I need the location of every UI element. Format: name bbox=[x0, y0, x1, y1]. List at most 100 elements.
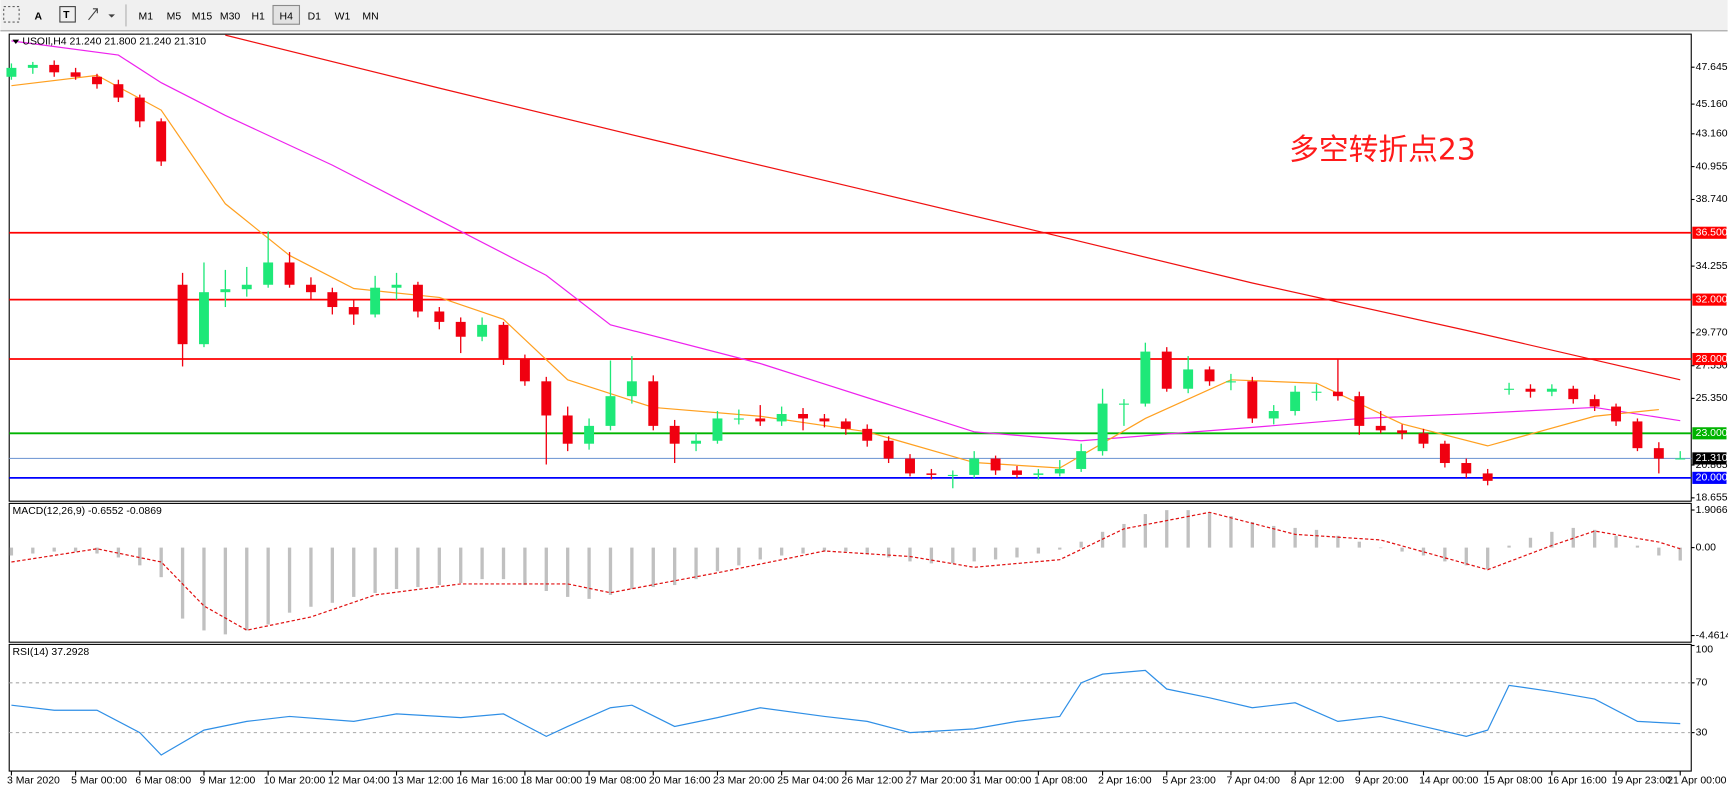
timeframe-button[interactable]: M30 bbox=[220, 11, 241, 22]
macd-bar bbox=[715, 547, 720, 572]
macd-bar bbox=[1593, 529, 1597, 548]
x-tick-label: 2 Apr 16:00 bbox=[1098, 776, 1152, 787]
candle-body bbox=[819, 418, 830, 422]
x-tick-label: 3 Mar 2020 bbox=[7, 776, 60, 787]
macd-bar bbox=[1207, 512, 1212, 548]
macd-bar bbox=[694, 547, 698, 580]
macd-bar bbox=[737, 547, 741, 566]
y-tick-label: 1.9066 bbox=[1696, 505, 1728, 516]
candle-body bbox=[305, 284, 316, 293]
timeframe-button[interactable]: M5 bbox=[167, 11, 182, 22]
timeframe-button[interactable]: W1 bbox=[335, 11, 351, 22]
icon bbox=[3, 6, 20, 23]
timeframe-label: M1 bbox=[139, 11, 154, 22]
text-tool[interactable]: A bbox=[35, 11, 43, 22]
candle-body bbox=[1183, 369, 1194, 389]
candle-body bbox=[156, 121, 167, 162]
macd-bar bbox=[801, 547, 805, 554]
level-label: 28.000 bbox=[1696, 354, 1728, 365]
timeframe-button[interactable]: D1 bbox=[308, 11, 322, 22]
macd-bar bbox=[309, 547, 313, 607]
macd-bar bbox=[1678, 547, 1682, 561]
candle-body bbox=[1525, 388, 1536, 392]
timeframe-label: D1 bbox=[308, 11, 322, 22]
rsi-line bbox=[11, 669, 1681, 756]
level-label: 23.000 bbox=[1696, 428, 1728, 439]
timeframe-button[interactable]: M1 bbox=[139, 11, 154, 22]
candle-body bbox=[1589, 399, 1600, 407]
macd-bar bbox=[1079, 541, 1083, 548]
macd-signal bbox=[11, 511, 1681, 631]
candle-body bbox=[134, 97, 145, 122]
macd-bar bbox=[73, 547, 78, 552]
timeframe-button[interactable]: H4 bbox=[272, 4, 301, 25]
macd-bar bbox=[1443, 547, 1447, 562]
candle-body bbox=[1611, 406, 1622, 422]
candle-body bbox=[712, 418, 723, 441]
level-label-box bbox=[1692, 427, 1727, 440]
arrows-tool[interactable] bbox=[88, 8, 115, 21]
macd-bar bbox=[587, 547, 591, 599]
x-tick-label: 20 Mar 16:00 bbox=[649, 776, 711, 787]
x-tick-label: 13 Mar 12:00 bbox=[392, 776, 454, 787]
macd-bar bbox=[1058, 547, 1062, 550]
x-tick-label: 8 Apr 12:00 bbox=[1291, 776, 1345, 787]
timeframe-label: M15 bbox=[192, 11, 213, 22]
candle-body bbox=[220, 289, 231, 293]
macd-bar bbox=[1635, 545, 1640, 548]
candle-body bbox=[1418, 433, 1429, 444]
candle-body bbox=[733, 418, 744, 420]
x-tick-label: 18 Mar 00:00 bbox=[520, 776, 582, 787]
macd-bar bbox=[1250, 521, 1254, 548]
candle-body bbox=[1632, 421, 1643, 449]
icon bbox=[108, 14, 115, 18]
macd-bar bbox=[608, 547, 613, 595]
candle-body bbox=[947, 474, 958, 477]
annotation: 多空转折点23 bbox=[1289, 132, 1476, 167]
macd-bar bbox=[202, 547, 206, 631]
candle-body bbox=[1290, 391, 1301, 412]
rsi-pane bbox=[8, 643, 1692, 772]
candle-body bbox=[113, 84, 124, 98]
macd-bar bbox=[1272, 525, 1276, 548]
y-tick-label: 47.645 bbox=[1696, 62, 1728, 73]
macd-bar bbox=[1186, 510, 1190, 548]
candle-body bbox=[605, 396, 616, 426]
timeframe-button[interactable]: M15 bbox=[192, 11, 213, 22]
macd-bar bbox=[1357, 541, 1361, 548]
macd-bar bbox=[1550, 531, 1554, 548]
level-label: 32.000 bbox=[1696, 294, 1728, 305]
label-tool[interactable]: T bbox=[59, 6, 76, 23]
macd-bar bbox=[138, 547, 142, 566]
y-tick-label: -4.4614 bbox=[1696, 630, 1728, 641]
candle-body bbox=[177, 284, 188, 345]
moving-average bbox=[225, 34, 1681, 381]
macd-bar bbox=[1614, 535, 1618, 548]
timeframe-label: M5 bbox=[167, 11, 182, 22]
bid-label-box bbox=[1692, 452, 1727, 465]
timeframe-button[interactable]: MN bbox=[362, 11, 378, 22]
candle-body bbox=[519, 359, 530, 382]
macd-bar bbox=[1421, 547, 1426, 556]
macd-bar bbox=[651, 547, 655, 588]
timeframe-button[interactable]: H1 bbox=[251, 11, 265, 22]
y-tick-label: 100 bbox=[1696, 645, 1714, 656]
candle-body bbox=[798, 413, 808, 419]
macd-bar bbox=[352, 547, 356, 597]
macd-bar bbox=[1336, 535, 1340, 548]
chart-header: USOIl,H4 21.240 21.800 21.240 21.310 bbox=[22, 37, 206, 48]
macd-pane bbox=[8, 502, 1692, 643]
candle-body bbox=[6, 67, 17, 77]
crosshair-tool[interactable] bbox=[3, 6, 20, 23]
icon: T bbox=[63, 10, 70, 21]
macd-bar bbox=[373, 547, 377, 593]
candle-body bbox=[626, 381, 637, 397]
candle-body bbox=[776, 413, 787, 422]
x-tick-label: 6 Mar 08:00 bbox=[135, 776, 191, 787]
x-tick-label: 5 Apr 23:00 bbox=[1162, 776, 1216, 787]
candle-body bbox=[1311, 391, 1322, 393]
candle-body bbox=[199, 292, 209, 345]
level-label-box bbox=[1692, 352, 1727, 366]
macd-bar bbox=[1036, 547, 1041, 554]
x-tick-label: 9 Mar 12:00 bbox=[200, 776, 256, 787]
